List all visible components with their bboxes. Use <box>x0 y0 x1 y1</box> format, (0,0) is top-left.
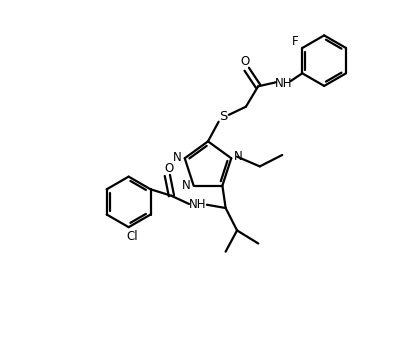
Text: N: N <box>173 151 182 164</box>
Text: N: N <box>182 179 191 192</box>
Text: Cl: Cl <box>126 230 138 243</box>
Text: NH: NH <box>189 198 207 211</box>
Text: S: S <box>219 111 228 124</box>
Text: NH: NH <box>275 77 292 89</box>
Text: N: N <box>233 150 242 163</box>
Text: F: F <box>292 36 298 49</box>
Text: O: O <box>240 55 249 68</box>
Text: O: O <box>165 162 174 175</box>
